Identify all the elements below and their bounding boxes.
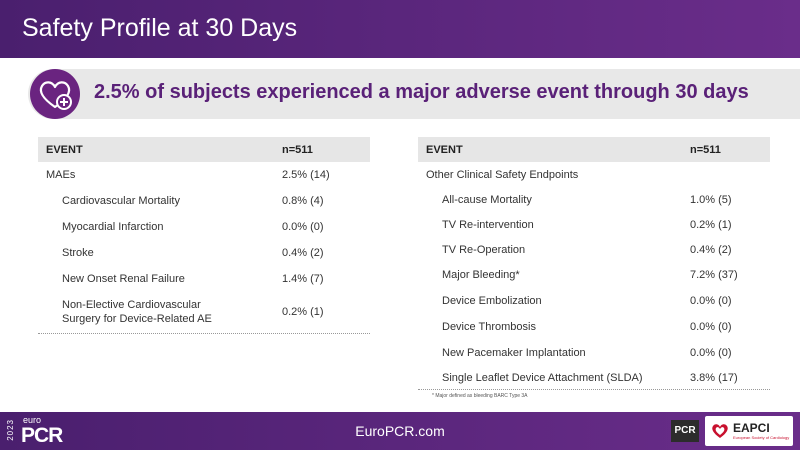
- row-event: All-cause Mortality: [442, 194, 532, 206]
- table-row: Device Embolization 0.0% (0): [418, 287, 770, 313]
- safety-endpoints-table: EVENT n=511 Other Clinical Safety Endpoi…: [418, 137, 770, 390]
- table-row: Stroke 0.4% (2): [38, 240, 370, 266]
- summary-text: 2.5% of subjects experienced a major adv…: [94, 81, 749, 103]
- footer-url: EuroPCR.com: [355, 423, 445, 439]
- row-value: 1.4% (7): [282, 273, 324, 285]
- row-event: Stroke: [62, 247, 94, 259]
- row-value: 0.0% (0): [690, 347, 732, 359]
- heart-icon: [712, 424, 728, 438]
- row-event: Other Clinical Safety Endpoints: [426, 169, 579, 181]
- row-value: 0.2% (1): [282, 306, 324, 318]
- row-event: Single Leaflet Device Attachment (SLDA): [442, 372, 643, 384]
- row-event: Device Embolization: [442, 295, 542, 307]
- table-row: Device Thrombosis 0.0% (0): [418, 313, 770, 339]
- table-row: Single Leaflet Device Attachment (SLDA) …: [418, 365, 770, 390]
- pcr-badge-logo: PCR: [671, 420, 699, 442]
- row-value: 2.5% (14): [282, 169, 330, 181]
- summary-banner: [28, 69, 800, 119]
- row-value: 0.0% (0): [690, 321, 732, 333]
- eapci-logo: EAPCI European Society of Cardiology: [705, 416, 793, 446]
- row-event-line1: Non-Elective Cardiovascular: [62, 299, 201, 311]
- table-row: Major Bleeding* 7.2% (37): [418, 262, 770, 287]
- row-value: 0.2% (1): [690, 219, 732, 231]
- row-event: Major Bleeding*: [442, 269, 520, 281]
- column-header-n: n=511: [282, 144, 313, 156]
- table-header: EVENT n=511: [418, 137, 770, 162]
- column-header-event: EVENT: [46, 144, 83, 156]
- row-value: 0.4% (2): [690, 244, 732, 256]
- table-row: Non-Elective Cardiovascular Surgery for …: [38, 292, 370, 334]
- table-row: New Pacemaker Implantation 0.0% (0): [418, 339, 770, 365]
- row-event: Cardiovascular Mortality: [62, 195, 180, 207]
- row-event: Myocardial Infarction: [62, 221, 164, 233]
- row-value: 0.0% (0): [690, 295, 732, 307]
- row-value: 0.4% (2): [282, 247, 324, 259]
- row-value: 0.8% (4): [282, 195, 324, 207]
- eapci-text: EAPCI: [733, 421, 770, 435]
- row-value: 0.0% (0): [282, 221, 324, 233]
- row-value: 3.8% (17): [690, 372, 738, 384]
- table-row: Cardiovascular Mortality 0.8% (4): [38, 188, 370, 214]
- column-header-n: n=511: [690, 144, 721, 156]
- row-event: New Onset Renal Failure: [62, 273, 185, 285]
- eapci-subtext: European Society of Cardiology: [733, 435, 790, 440]
- logo-pcr: PCR: [21, 424, 63, 447]
- footnote: * Major defined as bleeding BARC Type 3A: [432, 393, 528, 399]
- row-value: 7.2% (37): [690, 269, 738, 281]
- row-event: TV Re-intervention: [442, 219, 534, 231]
- table-row: MAEs 2.5% (14): [38, 162, 370, 188]
- row-value: 1.0% (5): [690, 194, 732, 206]
- column-header-event: EVENT: [426, 144, 463, 156]
- table-row: All-cause Mortality 1.0% (5): [418, 187, 770, 212]
- mae-table: EVENT n=511 MAEs 2.5% (14) Cardiovascula…: [38, 137, 370, 334]
- row-event: Device Thrombosis: [442, 321, 536, 333]
- table-header: EVENT n=511: [38, 137, 370, 162]
- table-row: TV Re-Operation 0.4% (2): [418, 237, 770, 262]
- row-event: MAEs: [46, 169, 76, 181]
- logo-euro: euro: [23, 415, 42, 425]
- table-row: TV Re-intervention 0.2% (1): [418, 212, 770, 237]
- row-event: TV Re-Operation: [442, 244, 526, 256]
- table-row: New Onset Renal Failure 1.4% (7): [38, 266, 370, 292]
- table-row: Myocardial Infarction 0.0% (0): [38, 214, 370, 240]
- table-row: Other Clinical Safety Endpoints: [418, 162, 770, 187]
- page-title: Safety Profile at 30 Days: [22, 14, 298, 42]
- heart-plus-icon: [30, 69, 80, 119]
- europcr-logo: 2023 euro PCR: [6, 415, 86, 449]
- row-event-line2: Surgery for Device-Related AE: [62, 313, 212, 325]
- footer-bar: 2023 euro PCR EuroPCR.com: [0, 412, 800, 450]
- header-bar: Safety Profile at 30 Days: [0, 0, 800, 58]
- row-event: New Pacemaker Implantation: [442, 347, 586, 359]
